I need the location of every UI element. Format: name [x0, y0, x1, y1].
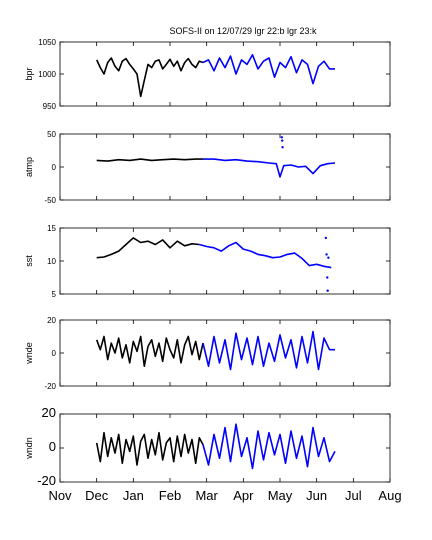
y-tick-label: 50	[47, 130, 56, 139]
data-point-atmp	[280, 136, 284, 139]
x-tick-label: Aug	[378, 488, 401, 503]
data-point-sst	[325, 253, 328, 256]
data-point-sst	[327, 256, 330, 259]
y-tick-label: 1000	[38, 70, 56, 79]
data-point-atmp	[281, 146, 284, 149]
x-tick-label: Feb	[159, 488, 181, 503]
x-tick-label: May	[268, 488, 293, 503]
series-line-wndn-black	[95, 431, 204, 466]
data-point-sst	[324, 236, 328, 240]
data-point-sst	[326, 289, 329, 292]
x-tick-label: Jun	[306, 488, 327, 503]
series-line-atmp-black	[96, 158, 203, 162]
series-line-wndn-blue	[202, 423, 336, 470]
y-tick-label: 1050	[38, 38, 56, 47]
y-tick-label: -20	[44, 382, 56, 391]
y-axis-label-wndn: wndn	[24, 437, 34, 460]
y-tick-label: 0	[52, 349, 57, 358]
axes-frame-atmp	[59, 133, 391, 201]
y-tick-label: 950	[43, 102, 57, 111]
x-tick-label: Nov	[48, 488, 72, 503]
y-tick-label: 5	[52, 290, 57, 299]
y-tick-label: 20	[42, 405, 56, 420]
y-axis-label-wnde: wnde	[24, 342, 34, 365]
y-tick-label: 0	[52, 163, 57, 172]
series-line-wnde-blue	[202, 330, 335, 371]
y-axis-label-sst: sst	[24, 255, 34, 267]
y-tick-label: 0	[49, 439, 56, 454]
y-tick-label: -20	[37, 473, 56, 488]
axes-frame-bpr	[59, 41, 391, 107]
y-tick-label: 15	[47, 224, 56, 233]
series-line-bpr-blue	[202, 53, 335, 85]
series-line-sst-blue	[199, 241, 332, 269]
x-tick-label: Jan	[123, 488, 144, 503]
y-tick-label: 20	[47, 316, 56, 325]
x-tick-label: Dec	[85, 488, 109, 503]
data-point-atmp	[281, 139, 284, 142]
series-line-bpr-black	[95, 57, 204, 98]
x-tick-label: Mar	[195, 488, 218, 503]
data-point-sst	[326, 276, 329, 279]
y-tick-label: 10	[47, 257, 56, 266]
axes-frame-sst	[59, 227, 391, 295]
series-line-sst-black	[96, 237, 200, 259]
series-line-atmp-blue	[203, 158, 336, 178]
y-axis-label-atmp: atmp	[24, 157, 34, 177]
x-tick-label: Jul	[345, 488, 362, 503]
y-tick-label: -50	[44, 196, 56, 205]
figure-title: SOFS-II on 12/07/29 lgr 22:b lgr 23:k	[169, 26, 317, 36]
y-axis-label-bpr: bpr	[24, 67, 34, 80]
series-line-wnde-black	[95, 335, 204, 368]
x-tick-label: Apr	[233, 488, 254, 503]
